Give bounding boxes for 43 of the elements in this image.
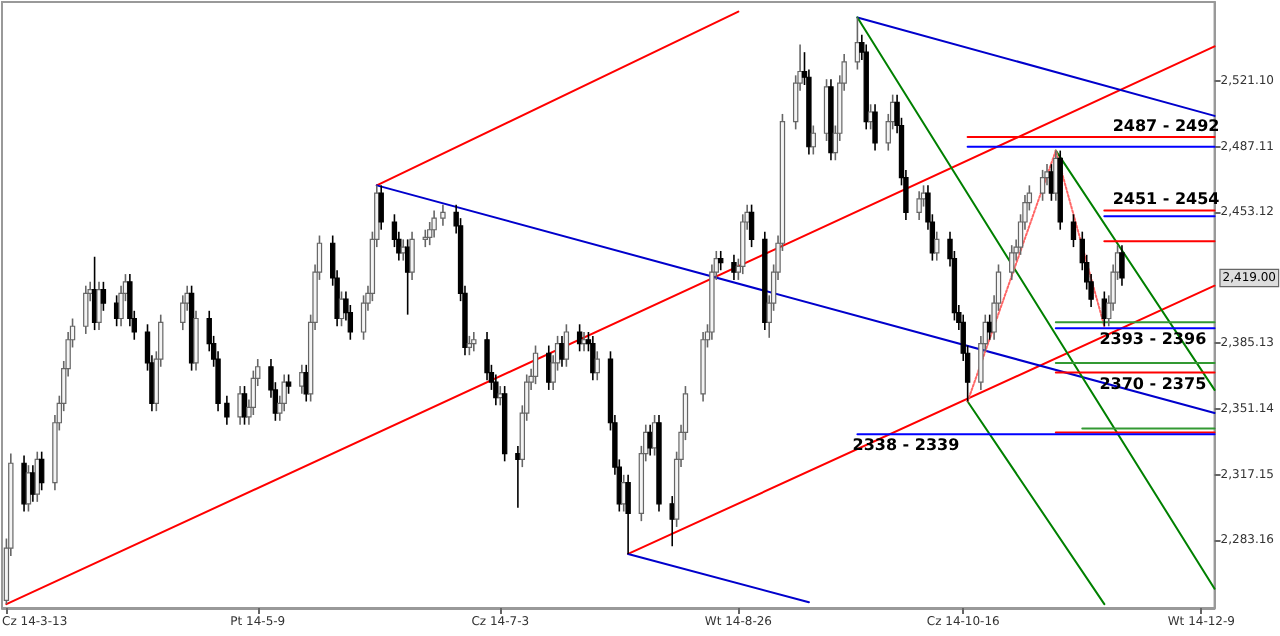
candlestick xyxy=(810,124,817,156)
annotation: 2451 - 2454 xyxy=(1112,190,1221,209)
candlestick xyxy=(625,474,631,555)
candlestick xyxy=(581,331,587,353)
candlestick xyxy=(916,190,922,221)
candlestick xyxy=(466,335,473,356)
candlestick xyxy=(422,228,428,248)
candlestick xyxy=(83,284,89,335)
candlestick xyxy=(484,331,490,382)
candlestick xyxy=(180,294,186,331)
candlestick xyxy=(471,331,477,353)
candlestick xyxy=(493,373,499,407)
candlestick xyxy=(409,230,415,281)
candlestick xyxy=(1119,244,1125,287)
candlestick xyxy=(38,450,45,492)
candlestick xyxy=(594,350,600,382)
candlestick xyxy=(237,385,243,426)
candlestick xyxy=(576,323,583,353)
candlestick xyxy=(532,344,539,385)
candlestick xyxy=(872,103,878,152)
candlestick xyxy=(718,250,724,272)
candlestick xyxy=(669,495,675,548)
candlestick xyxy=(590,335,596,382)
candlestick xyxy=(740,213,746,275)
candlestick xyxy=(30,464,36,503)
candlestick xyxy=(934,230,940,262)
candlestick xyxy=(647,423,653,457)
annotation: 2370 - 2375 xyxy=(1099,374,1208,393)
candlestick xyxy=(1009,244,1015,281)
candlestick xyxy=(193,309,199,372)
candlestick xyxy=(731,254,737,281)
candlestick xyxy=(96,281,102,331)
candlestick xyxy=(285,373,292,395)
candlestick xyxy=(100,281,107,312)
candlestick xyxy=(360,294,367,341)
candlestick xyxy=(378,184,384,231)
candlestick xyxy=(1039,169,1046,202)
candlestick xyxy=(1070,213,1077,248)
candlestick xyxy=(21,454,27,513)
candlestick xyxy=(563,323,570,368)
annotation: 2487 - 2492 xyxy=(1112,117,1220,136)
candlestick xyxy=(515,445,521,509)
candlestick xyxy=(559,335,565,368)
